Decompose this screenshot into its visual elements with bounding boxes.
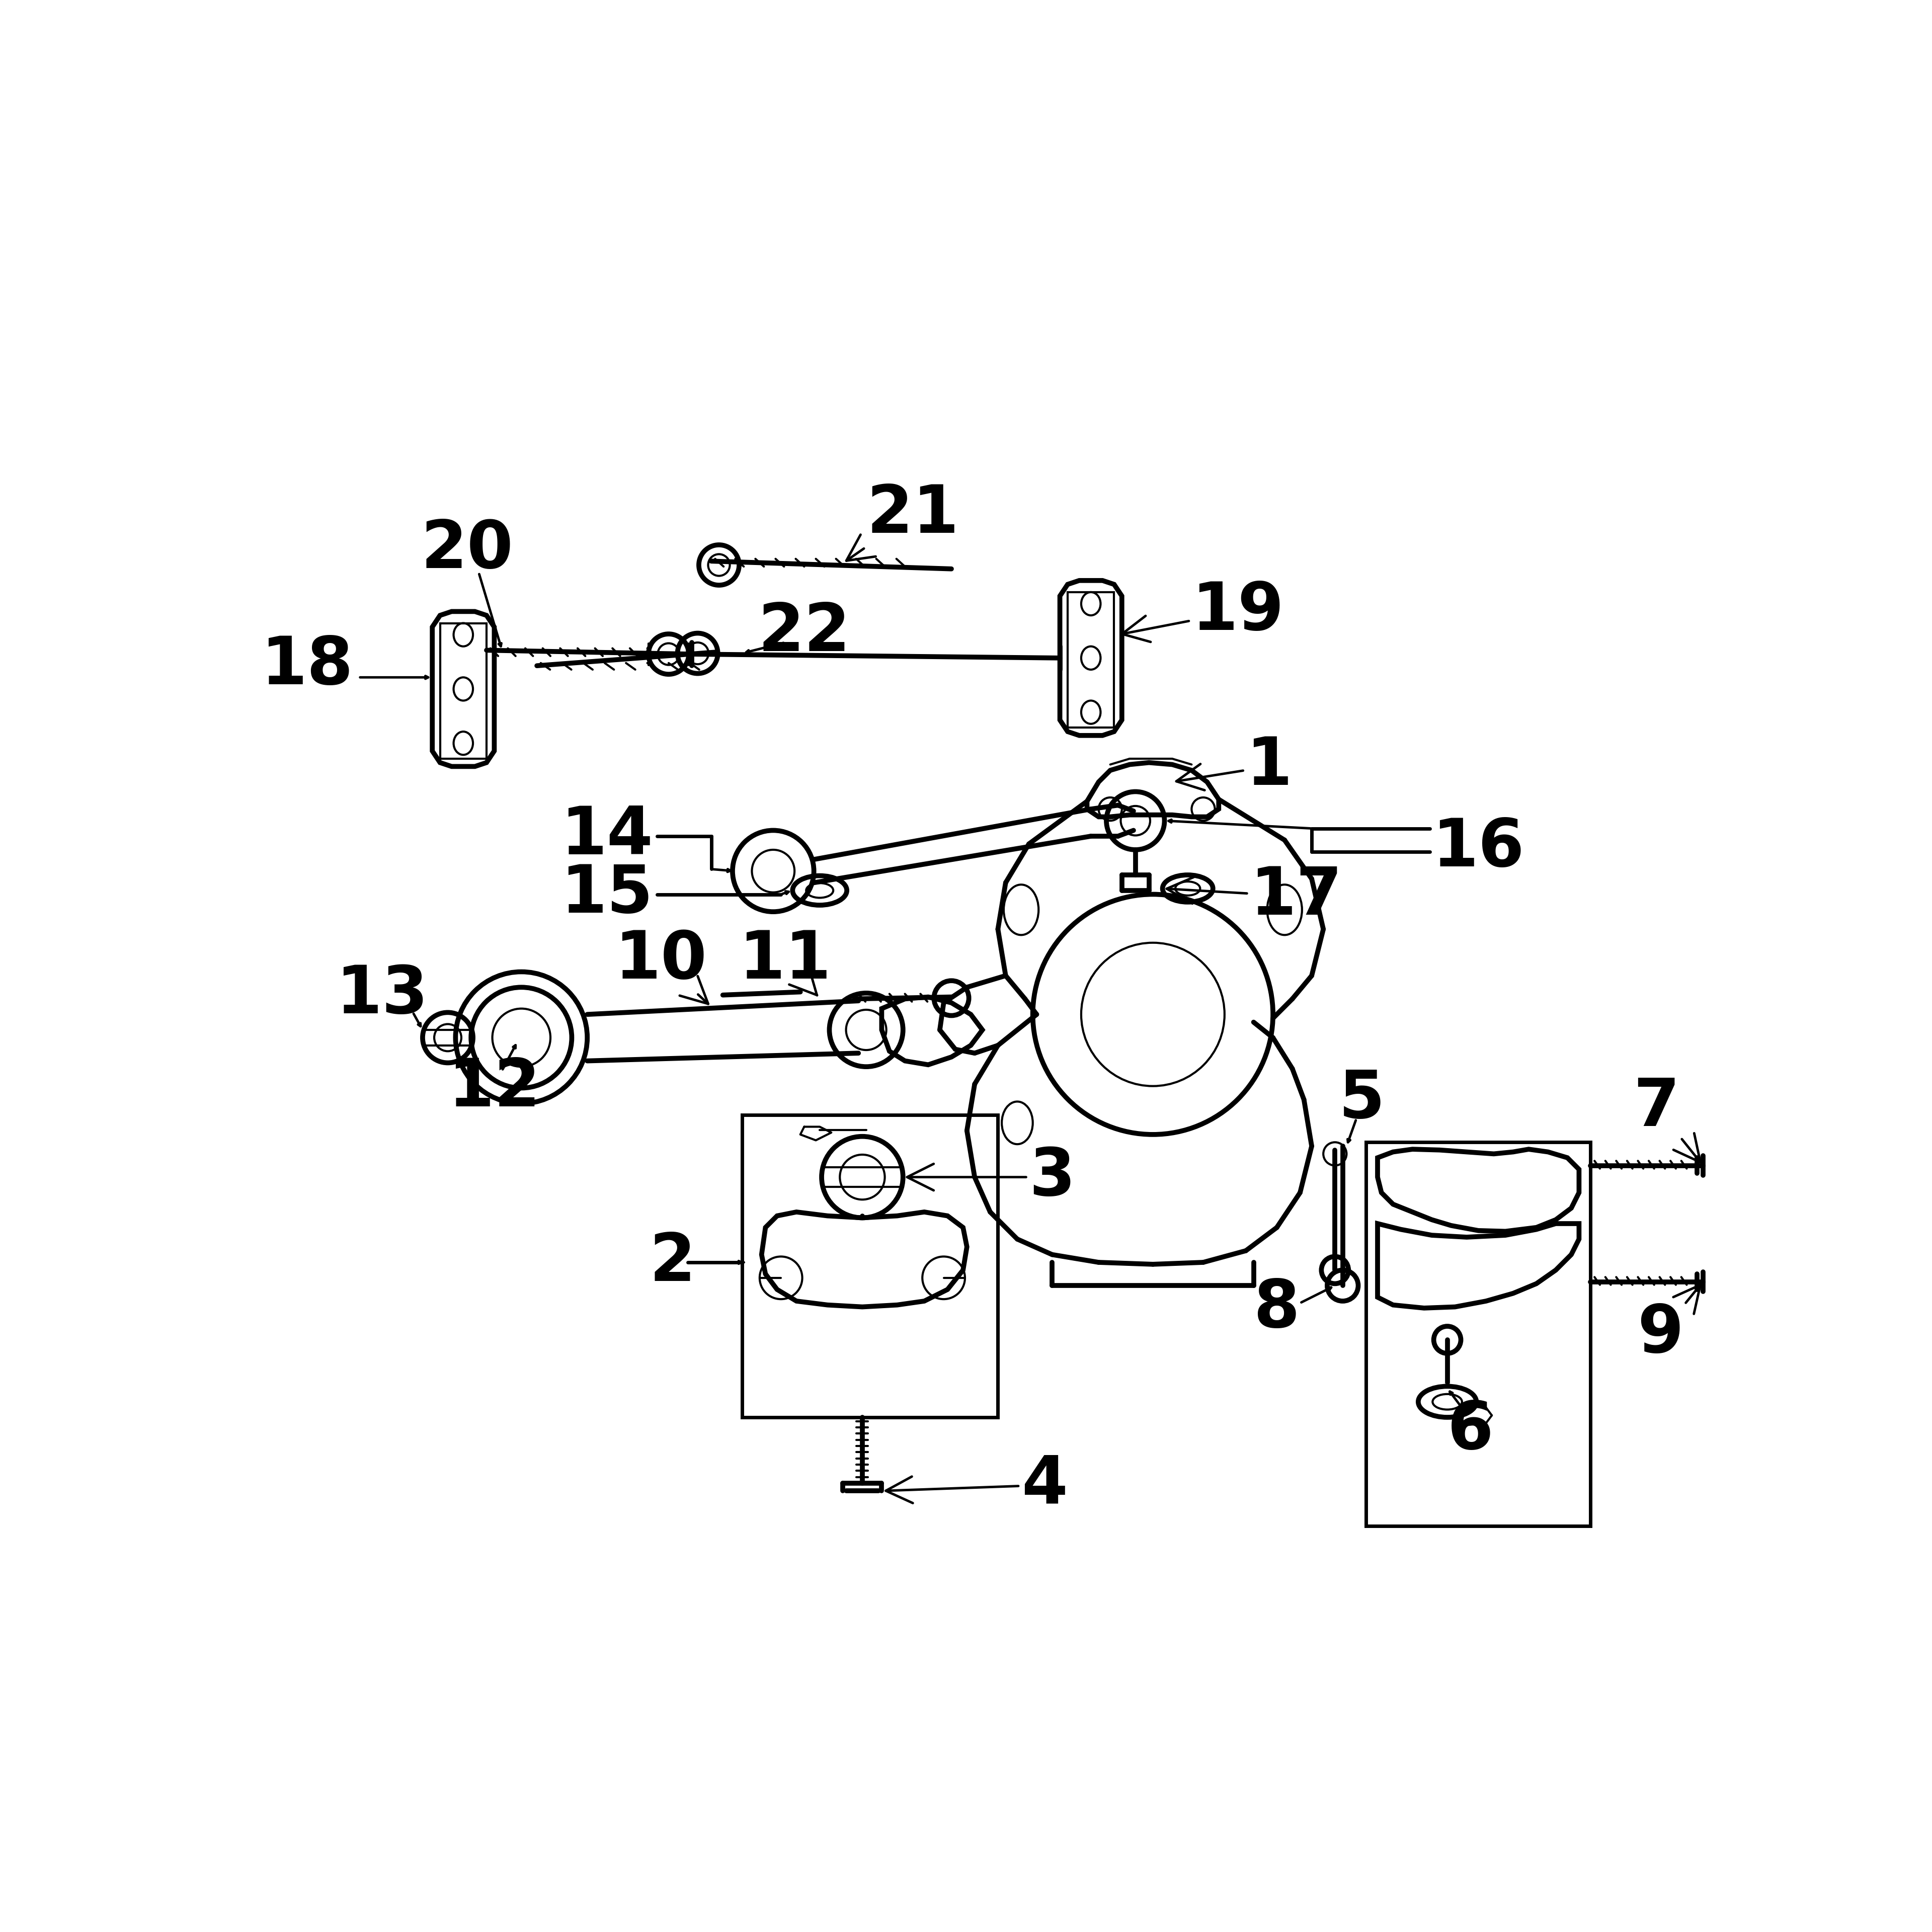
Text: 14: 14 <box>560 804 653 867</box>
Text: 5: 5 <box>1339 1068 1385 1132</box>
Bar <box>1068 591 1115 728</box>
Text: 13: 13 <box>336 962 429 1028</box>
Text: 7: 7 <box>1633 1076 1700 1163</box>
Bar <box>440 624 487 759</box>
Text: 15: 15 <box>560 862 653 925</box>
Text: 1: 1 <box>1177 734 1293 798</box>
Text: 19: 19 <box>1122 580 1285 643</box>
Text: 10: 10 <box>614 927 709 1005</box>
Bar <box>742 1115 999 1418</box>
Text: 3: 3 <box>908 1146 1074 1209</box>
Text: 20: 20 <box>421 518 514 582</box>
Text: 9: 9 <box>1636 1285 1700 1366</box>
Text: 21: 21 <box>846 483 958 560</box>
Text: 8: 8 <box>1254 1277 1300 1341</box>
Text: 6: 6 <box>1447 1399 1493 1463</box>
Bar <box>1366 1142 1590 1526</box>
Text: 16: 16 <box>1432 815 1524 879</box>
Text: 12: 12 <box>448 1057 541 1121</box>
Text: 11: 11 <box>738 927 831 995</box>
Text: 2: 2 <box>649 1231 696 1294</box>
Text: 18: 18 <box>261 634 354 697</box>
Text: 4: 4 <box>885 1453 1066 1517</box>
Text: 17: 17 <box>1167 864 1343 927</box>
Text: 22: 22 <box>757 601 850 665</box>
